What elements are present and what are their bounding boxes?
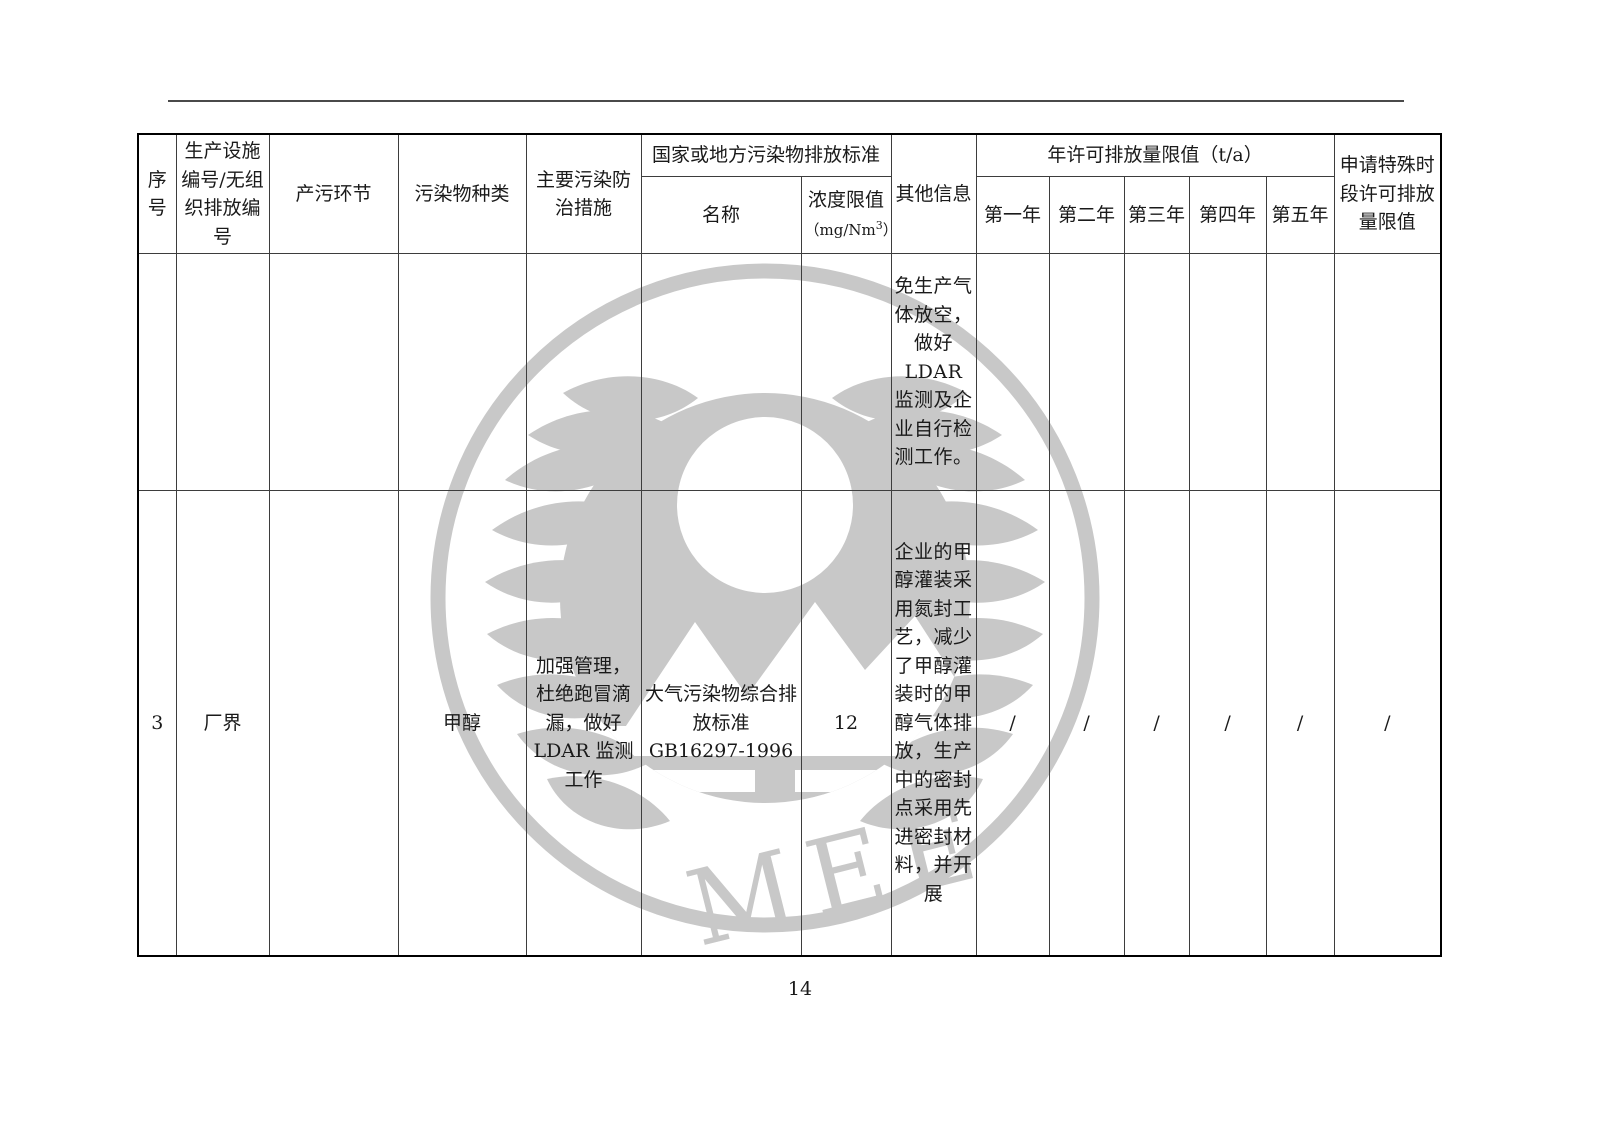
header-row-1: 序号 生产设施编号/无组织排放编号 产污环节 污染物种类 主要污染防治措施 国家… bbox=[137, 133, 1442, 254]
header-row-2: 名称 浓度限值 （mg/Nm3） 第一年 第二年 第三年 第四年 第五年 bbox=[138, 175, 1441, 255]
table-row: 免生产气体放空，做好 LDAR 监测及企业自行检测工作。 bbox=[137, 253, 1442, 491]
cell-year-5: / bbox=[1265, 490, 1335, 956]
cell-year-1 bbox=[975, 253, 1050, 491]
header-seq: 序号 bbox=[137, 133, 177, 254]
cell-seq: 3 bbox=[137, 490, 177, 956]
cell-pollutant-type bbox=[397, 253, 527, 491]
header-concentration-limit-label: 浓度限值 bbox=[808, 189, 885, 212]
cell-concentration-limit bbox=[800, 253, 892, 491]
header-process-link: 产污环节 bbox=[268, 133, 399, 254]
header-pollutant-type: 污染物种类 bbox=[397, 133, 527, 254]
cell-pollutant-type: 甲醇 bbox=[397, 490, 527, 956]
cell-year-2: / bbox=[1048, 490, 1125, 956]
cell-year-4: / bbox=[1188, 490, 1267, 956]
header-year-2: 第二年 bbox=[1048, 175, 1125, 255]
cell-control-measure bbox=[525, 253, 642, 491]
cell-process-link bbox=[268, 490, 399, 956]
header-annual-group: 年许可排放量限值（t/a） bbox=[975, 133, 1335, 177]
cell-standard-name: 大气污染物综合排放标准 GB16297-1996 bbox=[640, 490, 802, 956]
cell-year-5 bbox=[1265, 253, 1335, 491]
table-body: 免生产气体放空，做好 LDAR 监测及企业自行检测工作。 3 厂界 甲醇 加强管… bbox=[137, 253, 1442, 956]
header-year-1: 第一年 bbox=[975, 175, 1050, 255]
cell-year-3: / bbox=[1123, 490, 1190, 956]
cell-year-4 bbox=[1188, 253, 1267, 491]
header-year-4: 第四年 bbox=[1188, 175, 1267, 255]
page-header-rule bbox=[168, 100, 1404, 102]
cell-standard-name bbox=[640, 253, 802, 491]
cell-special-period bbox=[1333, 253, 1442, 491]
cell-special-period: / bbox=[1333, 490, 1442, 956]
cell-facility-code bbox=[175, 253, 270, 491]
emission-permit-table: 序号 生产设施编号/无组织排放编号 产污环节 污染物种类 主要污染防治措施 国家… bbox=[137, 133, 1443, 957]
table-header: 序号 生产设施编号/无组织排放编号 产污环节 污染物种类 主要污染防治措施 国家… bbox=[137, 133, 1442, 255]
standard-code-text: GB16297-1996 bbox=[648, 740, 794, 762]
standard-name-text: 大气污染物综合排放标准 bbox=[644, 683, 797, 734]
header-year-3: 第三年 bbox=[1123, 175, 1190, 255]
page-number: 14 bbox=[787, 978, 813, 1000]
cell-other-info: 免生产气体放空，做好 LDAR 监测及企业自行检测工作。 bbox=[890, 253, 977, 491]
cell-year-3 bbox=[1123, 253, 1190, 491]
cell-year-1: / bbox=[975, 490, 1050, 956]
table-row: 3 厂界 甲醇 加强管理，杜绝跑冒滴漏，做好 LDAR 监测工作 大气污染物综合… bbox=[137, 490, 1442, 956]
cell-other-info: 企业的甲醇灌装采用氮封工艺，减少了甲醇灌装时的甲醇气体排放，生产中的密封点采用先… bbox=[890, 490, 977, 956]
header-standard-name: 名称 bbox=[640, 175, 802, 255]
cell-process-link bbox=[268, 253, 399, 491]
header-special-period: 申请特殊时段许可排放量限值 bbox=[1333, 133, 1442, 254]
cell-concentration-limit: 12 bbox=[800, 490, 892, 956]
cell-facility-code: 厂界 bbox=[175, 490, 270, 956]
header-year-5: 第五年 bbox=[1265, 175, 1335, 255]
header-standard-group: 国家或地方污染物排放标准 bbox=[640, 133, 892, 177]
cell-seq bbox=[137, 253, 177, 491]
header-other-info: 其他信息 bbox=[890, 133, 977, 254]
header-concentration-limit: 浓度限值 （mg/Nm3） bbox=[800, 175, 898, 255]
cell-year-2 bbox=[1048, 253, 1125, 491]
header-facility-code: 生产设施编号/无组织排放编号 bbox=[175, 133, 270, 254]
cell-control-measure: 加强管理，杜绝跑冒滴漏，做好 LDAR 监测工作 bbox=[525, 490, 642, 956]
header-control-measure: 主要污染防治措施 bbox=[525, 133, 642, 254]
header-concentration-unit: （mg/Nm3） bbox=[804, 218, 898, 239]
